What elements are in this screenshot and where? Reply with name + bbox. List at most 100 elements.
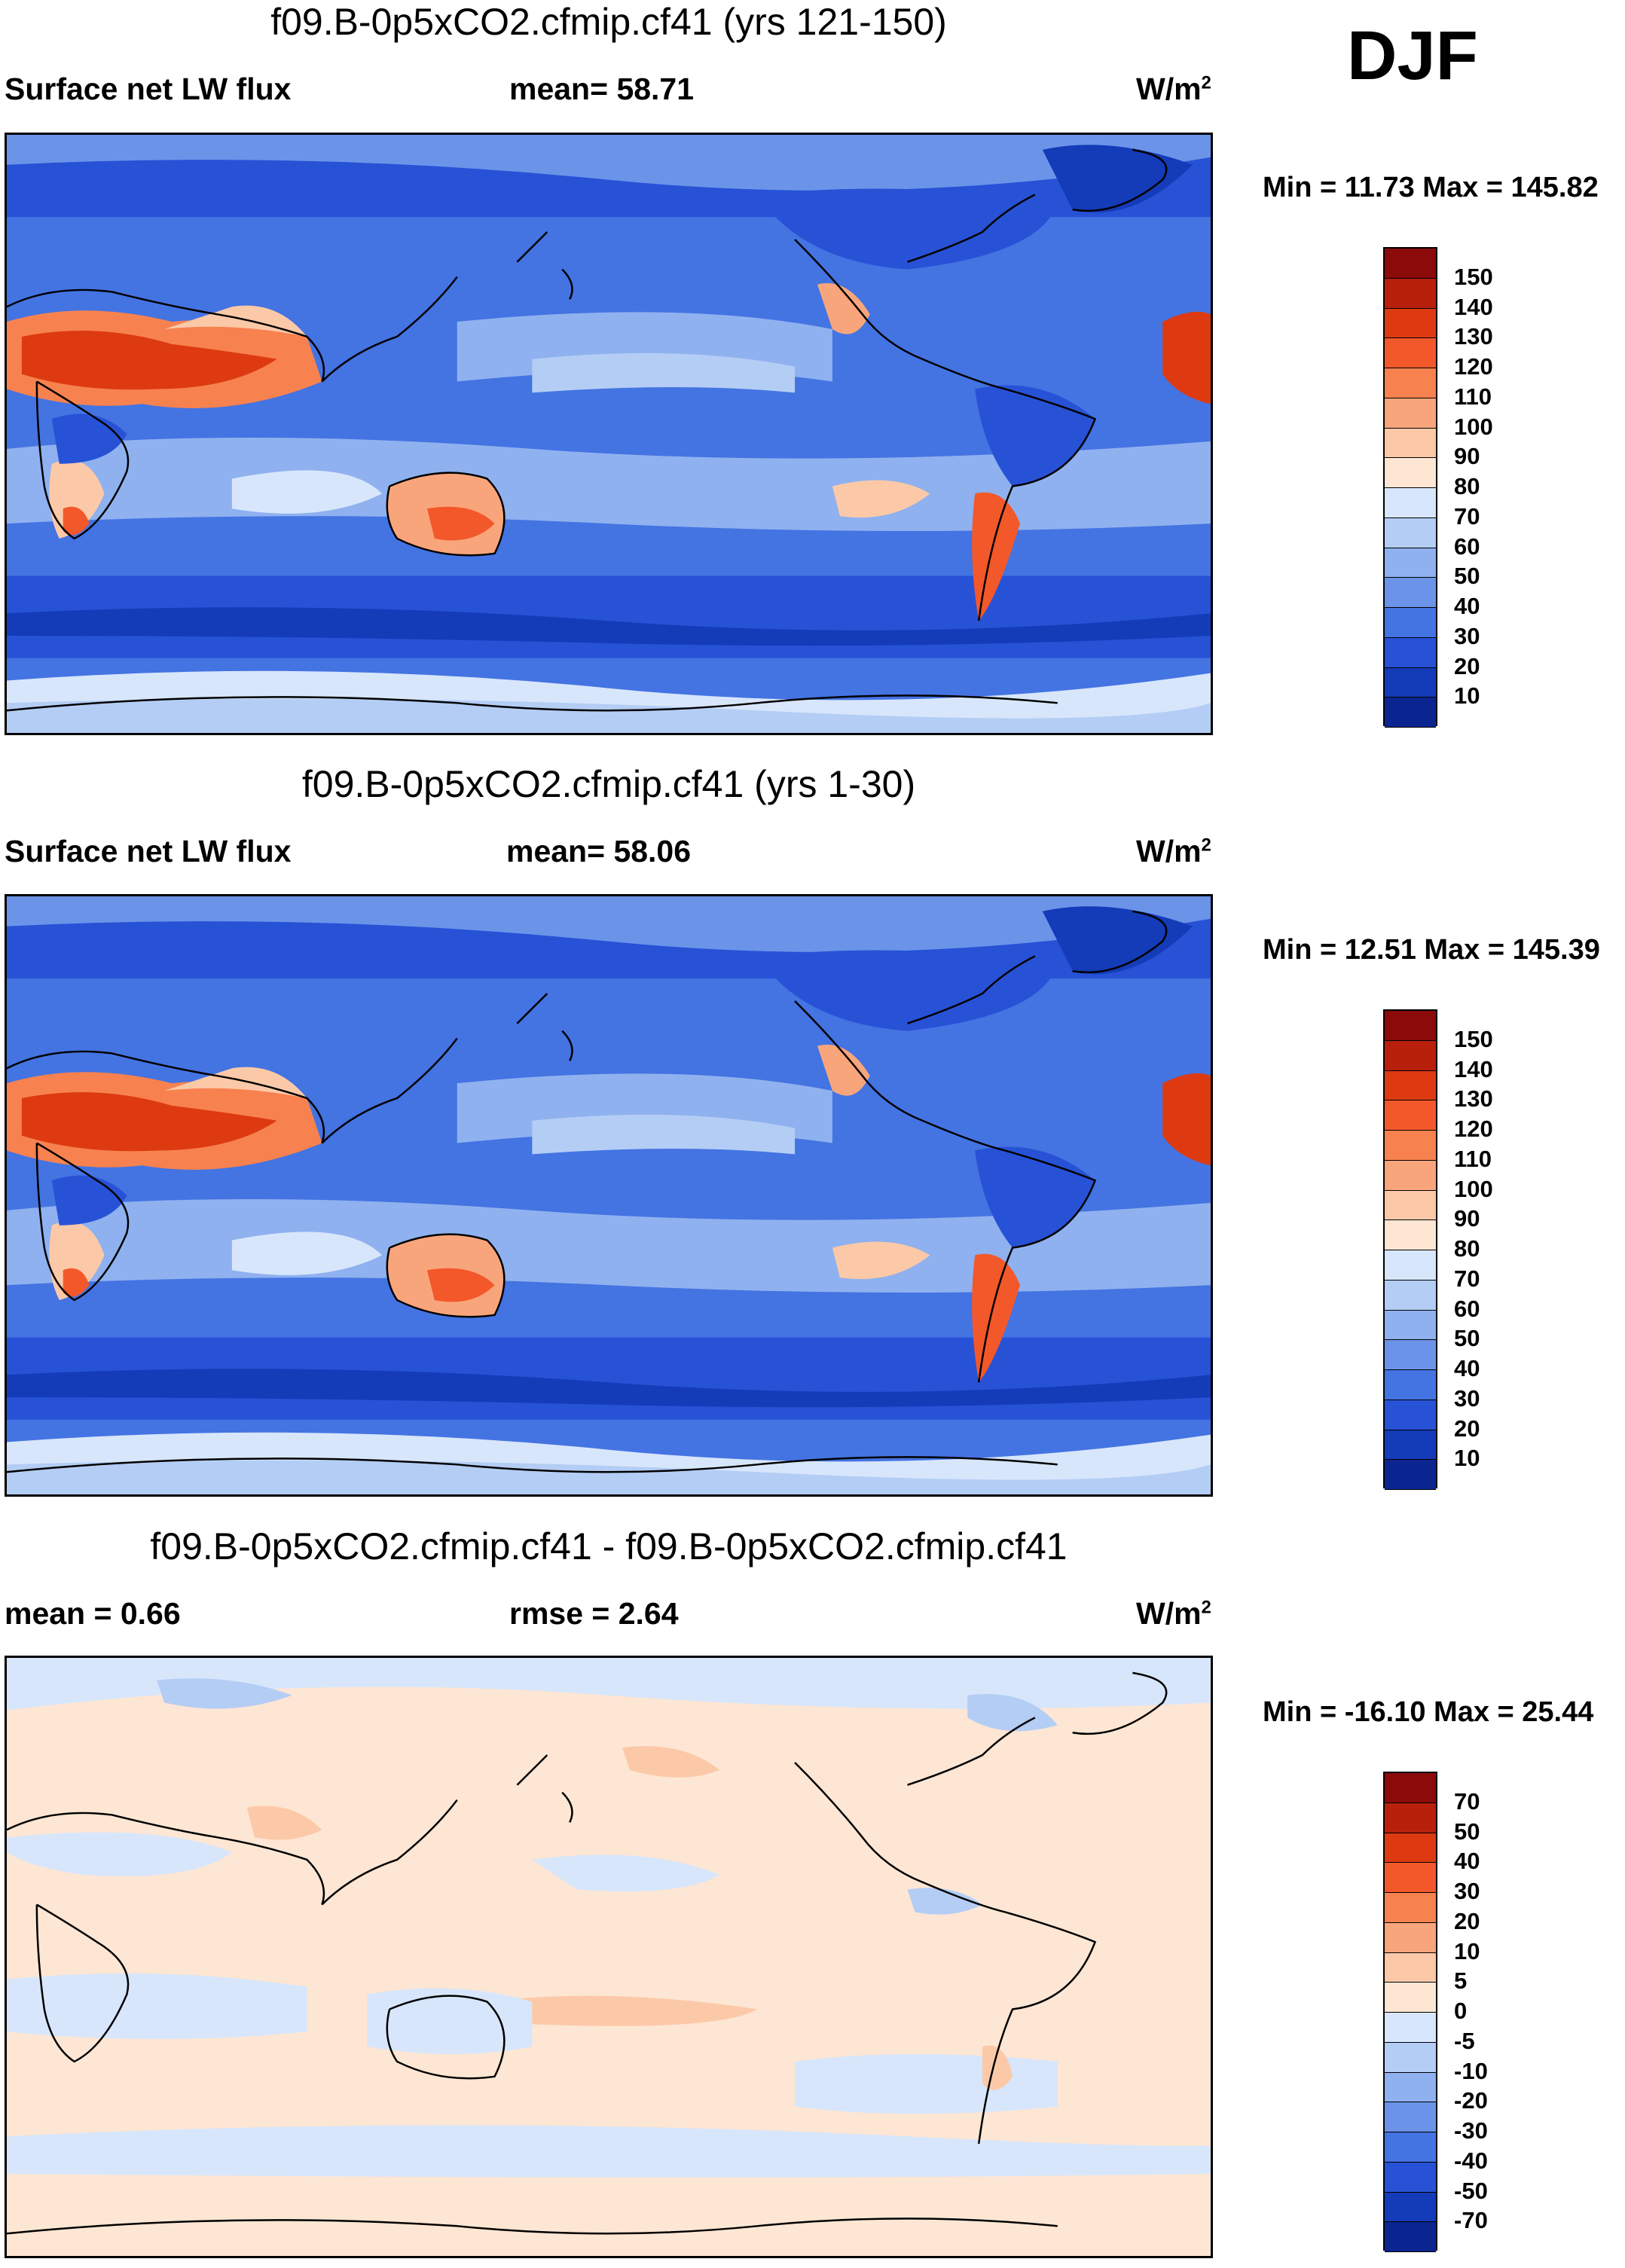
panel-3-map (5, 1656, 1213, 2258)
colorbar-swatch (1385, 608, 1436, 638)
colorbar-tick-label: -5 (1454, 2027, 1475, 2054)
colorbar-tick-label: 40 (1454, 1848, 1480, 1875)
colorbar-swatch (1385, 488, 1436, 518)
colorbar-swatch (1385, 1833, 1436, 1864)
colorbar-swatch (1385, 1952, 1436, 1983)
panel-2-variable-label: Surface net LW flux (5, 834, 292, 868)
colorbar-tick-label: 100 (1454, 413, 1493, 440)
colorbar-tick-label: -30 (1454, 2117, 1488, 2144)
colorbar-swatch (1385, 1190, 1436, 1221)
colorbar-swatch (1385, 2192, 1436, 2223)
colorbar-tick-label: 70 (1454, 1265, 1480, 1292)
colorbar-tick-label: 10 (1454, 1937, 1480, 1964)
panel-1-title: f09.B-0p5xCO2.cfmip.cf41 (yrs 121-150) (270, 1, 947, 43)
colorbar-swatch (1385, 2132, 1436, 2163)
colorbar-swatch (1385, 1131, 1436, 1161)
colorbar-swatch (1385, 368, 1436, 398)
colorbar-swatch (1385, 1802, 1436, 1833)
colorbar-tick-label: -40 (1454, 2147, 1488, 2174)
colorbar-tick-label: 130 (1454, 1085, 1493, 1113)
panel-3-min-max: Min = -16.10 Max = 25.44 (1263, 1696, 1594, 1728)
panel-1-colorbar (1383, 247, 1437, 728)
colorbar-swatch (1385, 1040, 1436, 1071)
colorbar-swatch (1385, 1430, 1436, 1461)
colorbar-tick-label: 20 (1454, 1907, 1480, 1934)
colorbar-swatch (1385, 548, 1436, 578)
colorbar-swatch (1385, 578, 1436, 608)
colorbar-swatch (1385, 2013, 1436, 2043)
colorbar-swatch (1385, 1460, 1436, 1490)
panel-3-colorbar (1383, 1772, 1437, 2252)
colorbar-tick-label: 80 (1454, 473, 1480, 499)
colorbar-tick-label: 100 (1454, 1175, 1493, 1202)
colorbar-tick-label: -70 (1454, 2207, 1488, 2234)
colorbar-tick-label: 30 (1454, 1384, 1480, 1412)
colorbar-swatch (1385, 1310, 1436, 1341)
colorbar-tick-label: 40 (1454, 1355, 1480, 1381)
colorbar-tick-label: 10 (1454, 682, 1480, 710)
colorbar-tick-label: 30 (1454, 622, 1480, 649)
panel-1-min-max: Min = 11.73 Max = 145.82 (1263, 172, 1599, 203)
colorbar-tick-label: -20 (1454, 2087, 1488, 2114)
colorbar-swatch (1385, 1893, 1436, 1923)
colorbar-swatch (1385, 637, 1436, 668)
colorbar-tick-label: 110 (1454, 383, 1492, 410)
colorbar-swatch (1385, 1011, 1436, 1041)
colorbar-swatch (1385, 1160, 1436, 1191)
panel-1-map (5, 133, 1213, 735)
colorbar-tick-label: 60 (1454, 1295, 1480, 1322)
panel-1-units: W/m2 (1136, 72, 1211, 106)
colorbar-swatch (1385, 1220, 1436, 1250)
colorbar-tick-label: 80 (1454, 1235, 1480, 1262)
colorbar-tick-label: 90 (1454, 1205, 1480, 1232)
panel-2-map (5, 894, 1213, 1497)
colorbar-swatch (1385, 1070, 1436, 1101)
colorbar-tick-label: 50 (1454, 1818, 1480, 1845)
colorbar-tick-label: 50 (1454, 1325, 1480, 1352)
panel-3-rmse-label: rmse = 2.64 (509, 1596, 679, 1631)
colorbar-tick-label: 120 (1454, 1116, 1493, 1142)
colorbar-swatch (1385, 2072, 1436, 2103)
colorbar-swatch (1385, 1280, 1436, 1311)
colorbar-tick-label: 140 (1454, 1055, 1493, 1082)
colorbar-swatch (1385, 458, 1436, 488)
colorbar-tick-label: 110 (1454, 1145, 1492, 1172)
colorbar-tick-label: 70 (1454, 502, 1480, 530)
colorbar-tick-label: 0 (1454, 1998, 1468, 2024)
colorbar-swatch (1385, 697, 1436, 728)
panel-3-title: f09.B-0p5xCO2.cfmip.cf41 - f09.B-0p5xCO2… (150, 1525, 1068, 1567)
colorbar-tick-label: 140 (1454, 293, 1493, 320)
colorbar-swatch (1385, 1400, 1436, 1430)
colorbar-tick-label: 90 (1454, 443, 1480, 470)
colorbar-swatch (1385, 2102, 1436, 2132)
panel-1-variable-label: Surface net LW flux (5, 72, 292, 106)
colorbar-swatch (1385, 1370, 1436, 1400)
colorbar-swatch (1385, 2042, 1436, 2073)
colorbar-swatch (1385, 428, 1436, 459)
colorbar-tick-label: 40 (1454, 593, 1480, 619)
colorbar-tick-label: 120 (1454, 353, 1493, 380)
colorbar-tick-label: 5 (1454, 1967, 1468, 1995)
panel-2-min-max: Min = 12.51 Max = 145.39 (1263, 934, 1600, 966)
colorbar-tick-label: 60 (1454, 533, 1480, 560)
colorbar-tick-label: 150 (1454, 1025, 1493, 1052)
colorbar-tick-label: 30 (1454, 1878, 1480, 1904)
panel-2-mean-label: mean= 58.06 (506, 834, 692, 868)
colorbar-swatch (1385, 1983, 1436, 2013)
colorbar-swatch (1385, 308, 1436, 339)
colorbar-swatch (1385, 278, 1436, 309)
colorbar-swatch (1385, 1922, 1436, 1953)
colorbar-tick-label: -10 (1454, 2057, 1488, 2084)
colorbar-tick-label: 10 (1454, 1445, 1480, 1472)
colorbar-swatch (1385, 1250, 1436, 1281)
colorbar-tick-label: 130 (1454, 323, 1493, 350)
colorbar-tick-label: -50 (1454, 2177, 1488, 2204)
colorbar-tick-label: 20 (1454, 652, 1480, 679)
colorbar-swatch (1385, 2222, 1436, 2252)
colorbar-tick-label: 150 (1454, 263, 1493, 290)
colorbar-tick-label: 20 (1454, 1415, 1480, 1442)
colorbar-swatch (1385, 338, 1436, 368)
colorbar-swatch (1385, 1773, 1436, 1803)
colorbar-tick-label: 50 (1454, 563, 1480, 590)
colorbar-swatch (1385, 398, 1436, 429)
